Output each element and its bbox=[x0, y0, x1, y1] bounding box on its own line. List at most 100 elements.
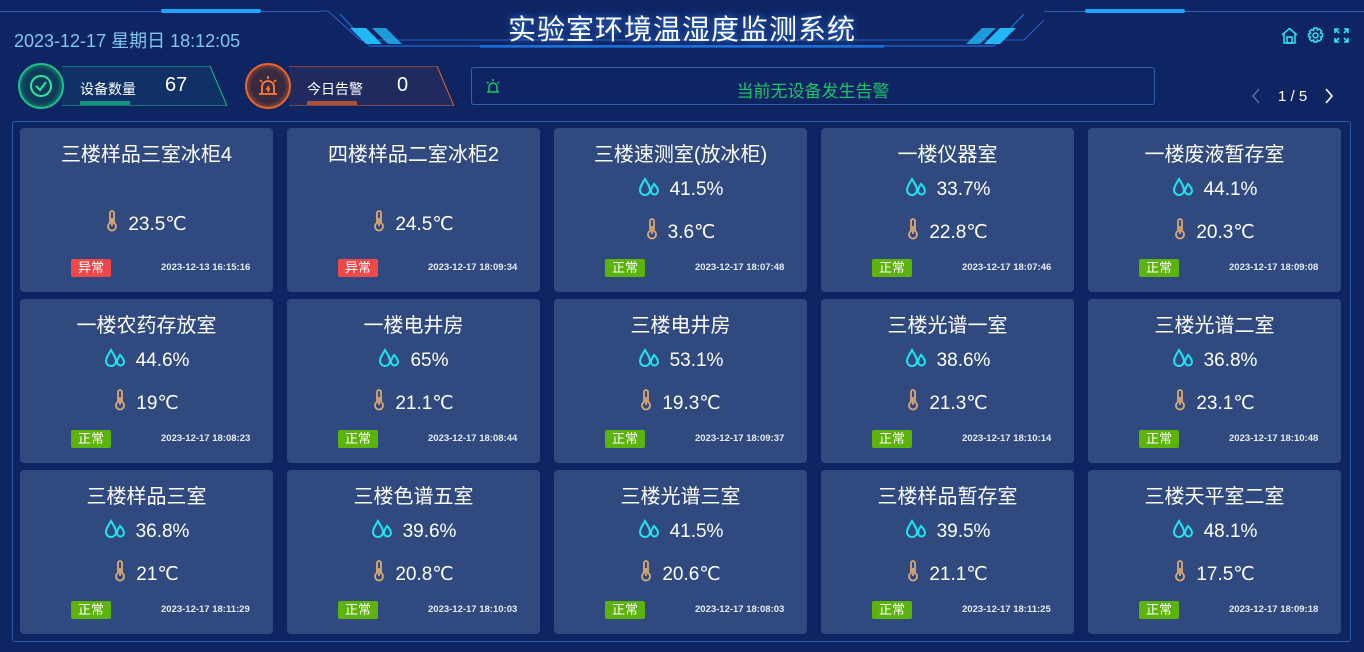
device-card[interactable]: 三楼样品三室冰柜4 23.5℃ 异常 2023-12-13 16:15:16 bbox=[20, 128, 273, 292]
device-card[interactable]: 四楼样品二室冰柜2 24.5℃ 异常 2023-12-17 18:09:34 bbox=[287, 128, 540, 292]
temperature-row: 20.6℃ bbox=[554, 560, 807, 588]
home-icon[interactable] bbox=[1280, 26, 1298, 44]
alarm-status-bar: 当前无设备发生告警 bbox=[471, 67, 1155, 105]
status-badge: 正常 bbox=[872, 601, 912, 619]
temperature-row: 3.6℃ bbox=[554, 218, 807, 246]
temperature-row: 21.1℃ bbox=[287, 389, 540, 417]
prev-page-button[interactable] bbox=[1248, 86, 1264, 106]
humidity-value: 38.6% bbox=[936, 350, 991, 371]
humidity-row: 39.5% bbox=[821, 519, 1074, 545]
thermometer-icon bbox=[640, 560, 652, 588]
header-glow-right bbox=[1085, 9, 1185, 13]
device-count-label: 设备数量 bbox=[80, 81, 136, 97]
temperature-value: 21℃ bbox=[136, 563, 179, 585]
pagination: 1 / 5 bbox=[1248, 86, 1337, 106]
temperature-value: 19℃ bbox=[136, 392, 179, 414]
device-card[interactable]: 三楼光谱三室 41.5% 20.6℃ 正常 2023-12-17 18:08:03 bbox=[554, 470, 807, 634]
device-card[interactable]: 三楼样品三室 36.8% 21℃ 正常 2023-12-17 18:11:29 bbox=[20, 470, 273, 634]
status-badge: 正常 bbox=[872, 259, 912, 277]
humidity-value: 39.5% bbox=[936, 521, 991, 542]
humidity-icon bbox=[104, 519, 126, 545]
update-time: 2023-12-17 18:08:03 bbox=[695, 604, 785, 615]
device-card[interactable]: 三楼样品暂存室 39.5% 21.1℃ 正常 2023-12-17 18:11:25 bbox=[821, 470, 1074, 634]
humidity-row: 48.1% bbox=[1088, 519, 1341, 545]
device-card[interactable]: 三楼光谱二室 36.8% 23.1℃ 正常 2023-12-17 18:10:48 bbox=[1088, 299, 1341, 463]
thermometer-icon bbox=[373, 560, 385, 588]
temperature-row: 23.5℃ bbox=[20, 210, 273, 238]
device-card[interactable]: 一楼农药存放室 44.6% 19℃ 正常 2023-12-17 18:08:23 bbox=[20, 299, 273, 463]
device-name: 三楼电井房 bbox=[630, 315, 731, 337]
thermometer-icon bbox=[1174, 389, 1186, 417]
header-glow-left bbox=[161, 9, 261, 13]
device-name: 一楼废液暂存室 bbox=[1144, 144, 1285, 166]
update-time: 2023-12-17 18:07:46 bbox=[962, 262, 1052, 273]
temperature-row: 23.1℃ bbox=[1088, 389, 1341, 417]
update-time: 2023-12-17 18:11:25 bbox=[962, 604, 1051, 615]
thermometer-icon bbox=[373, 210, 385, 238]
temperature-row: 21.3℃ bbox=[821, 389, 1074, 417]
update-time: 2023-12-17 18:08:23 bbox=[161, 433, 251, 444]
alarm-light-icon bbox=[486, 78, 500, 99]
humidity-value: 48.1% bbox=[1203, 521, 1258, 542]
device-card[interactable]: 三楼速测室(放冰柜) 41.5% 3.6℃ 正常 2023-12-17 18:07:48 bbox=[554, 128, 807, 292]
device-count-frame bbox=[62, 66, 227, 106]
device-card[interactable]: 三楼光谱一室 38.6% 21.3℃ 正常 2023-12-17 18:10:14 bbox=[821, 299, 1074, 463]
temperature-row: 20.8℃ bbox=[287, 560, 540, 588]
title-frame bbox=[320, 10, 1044, 48]
temperature-row: 20.3℃ bbox=[1088, 218, 1341, 246]
temperature-value: 20.8℃ bbox=[395, 563, 454, 585]
today-alarm-label: 今日告警 bbox=[307, 81, 363, 97]
humidity-row: 38.6% bbox=[821, 348, 1074, 374]
today-alarm-frame bbox=[289, 66, 454, 106]
humidity-row: 44.1% bbox=[1088, 177, 1341, 203]
temperature-value: 23.5℃ bbox=[128, 213, 187, 235]
humidity-icon bbox=[905, 348, 927, 374]
siren-icon bbox=[245, 63, 291, 109]
thermometer-icon bbox=[373, 389, 385, 417]
humidity-icon bbox=[905, 519, 927, 545]
device-card[interactable]: 一楼仪器室 33.7% 22.8℃ 正常 2023-12-17 18:07:46 bbox=[821, 128, 1074, 292]
device-card[interactable]: 一楼废液暂存室 44.1% 20.3℃ 正常 2023-12-17 18:09:08 bbox=[1088, 128, 1341, 292]
humidity-value: 44.1% bbox=[1203, 179, 1258, 200]
status-badge: 异常 bbox=[71, 259, 111, 277]
device-card[interactable]: 三楼天平室二室 48.1% 17.5℃ 正常 2023-12-17 18:09:18 bbox=[1088, 470, 1341, 634]
device-card[interactable]: 三楼色谱五室 39.6% 20.8℃ 正常 2023-12-17 18:10:03 bbox=[287, 470, 540, 634]
next-page-button[interactable] bbox=[1321, 86, 1337, 106]
temperature-row: 21.1℃ bbox=[821, 560, 1074, 588]
gear-icon[interactable] bbox=[1306, 26, 1324, 44]
humidity-value: 39.6% bbox=[402, 521, 457, 542]
thermometer-icon bbox=[907, 560, 919, 588]
humidity-row: 41.5% bbox=[554, 177, 807, 203]
update-time: 2023-12-17 18:10:48 bbox=[1229, 433, 1319, 444]
humidity-row: 39.6% bbox=[287, 519, 540, 545]
alarm-status-text: 当前无设备发生告警 bbox=[736, 82, 890, 101]
device-name: 一楼仪器室 bbox=[897, 144, 998, 166]
humidity-value: 41.5% bbox=[669, 521, 724, 542]
device-name: 三楼速测室(放冰柜) bbox=[593, 144, 768, 166]
humidity-value: 33.7% bbox=[936, 179, 991, 200]
fullscreen-icon[interactable] bbox=[1332, 26, 1350, 44]
device-name: 三楼光谱二室 bbox=[1154, 315, 1275, 337]
page-indicator: 1 / 5 bbox=[1278, 87, 1308, 105]
status-badge: 正常 bbox=[71, 601, 111, 619]
humidity-value: 41.5% bbox=[669, 179, 724, 200]
device-card[interactable]: 一楼电井房 65% 21.1℃ 正常 2023-12-17 18:08:44 bbox=[287, 299, 540, 463]
humidity-value: 53.1% bbox=[669, 350, 724, 371]
today-alarm-value: 0 bbox=[397, 74, 409, 96]
humidity-icon bbox=[371, 519, 393, 545]
device-card[interactable]: 三楼电井房 53.1% 19.3℃ 正常 2023-12-17 18:09:37 bbox=[554, 299, 807, 463]
device-name: 三楼样品三室 bbox=[86, 486, 207, 508]
status-badge: 正常 bbox=[71, 430, 111, 448]
humidity-icon bbox=[104, 348, 126, 374]
update-time: 2023-12-17 18:09:37 bbox=[695, 433, 785, 444]
humidity-value: 65% bbox=[410, 350, 449, 371]
humidity-icon bbox=[1172, 519, 1194, 545]
humidity-icon bbox=[1172, 348, 1194, 374]
update-time: 2023-12-17 18:08:44 bbox=[428, 433, 518, 444]
temperature-value: 3.6℃ bbox=[667, 221, 716, 243]
status-badge: 正常 bbox=[1139, 259, 1179, 277]
thermometer-icon bbox=[1174, 218, 1186, 246]
temperature-row: 22.8℃ bbox=[821, 218, 1074, 246]
thermometer-icon bbox=[106, 210, 118, 238]
humidity-icon bbox=[905, 177, 927, 203]
